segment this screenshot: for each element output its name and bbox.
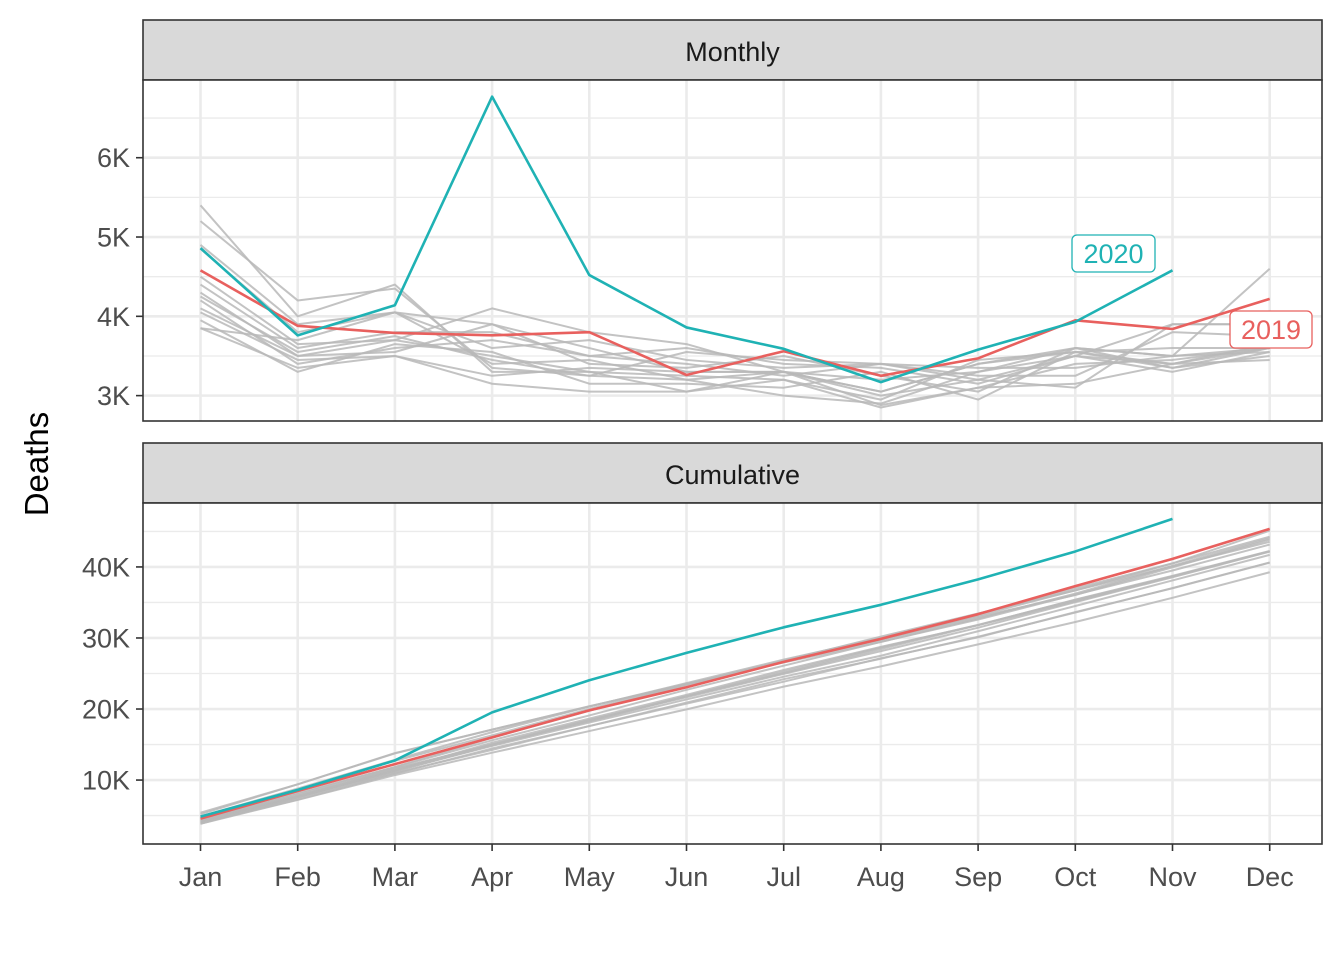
series-line-other-year — [200, 553, 1270, 823]
end-label-2020: 2020 — [1071, 234, 1156, 273]
series-line-other-year — [200, 327, 1270, 409]
x-tick-label: Feb — [274, 862, 321, 892]
y-tick-label: 40K — [82, 552, 130, 582]
strip-title-cumulative: Cumulative — [665, 460, 800, 490]
x-tick-label: Jun — [665, 862, 709, 892]
series-line-2019 — [200, 527, 1271, 820]
series-line-2020 — [200, 517, 1173, 818]
series-monthly — [199, 95, 1271, 409]
panel-border-monthly — [142, 79, 1323, 422]
x-tick-label: Mar — [372, 862, 419, 892]
y-tick-label: 10K — [82, 766, 130, 796]
x-tick-label: Jan — [179, 862, 223, 892]
series-cumulative — [200, 517, 1271, 825]
y-axis-title: Deaths — [18, 412, 55, 517]
x-tick-label: Apr — [471, 862, 513, 892]
series-line-other-year — [200, 561, 1270, 825]
series-line-other-year — [200, 295, 1270, 381]
series-line-other-year — [199, 299, 1270, 377]
x-axis: Jan Feb Mar Apr May Jun Jul Aug Sep Oct Nov Dec — [179, 844, 1294, 892]
y-tick-label: 5K — [97, 223, 130, 253]
series-line-other-year — [200, 311, 1270, 407]
series-line-other-year — [200, 550, 1270, 825]
y-tick-label: 3K — [97, 381, 130, 411]
x-tick-label: Aug — [857, 862, 905, 892]
y-tick-label: 4K — [97, 302, 130, 332]
end-label-2019-box — [1229, 310, 1313, 349]
strip-title-monthly: Monthly — [685, 37, 780, 67]
end-label-2020-text: 2020 — [1083, 239, 1143, 269]
y-tick-label: 30K — [82, 623, 130, 653]
end-label-2019: 2019 — [1229, 310, 1313, 349]
x-tick-label: Dec — [1246, 862, 1294, 892]
x-tick-label: Nov — [1148, 862, 1197, 892]
x-tick-label: Jul — [766, 862, 801, 892]
series-line-other-year — [200, 307, 1270, 401]
y-axis-monthly: 3K 4K 5K 6K — [97, 143, 143, 411]
panel-border-cumulative — [142, 502, 1323, 845]
strip-monthly — [142, 19, 1323, 81]
y-axis-cumulative: 10K 20K 30K 40K — [82, 552, 143, 796]
series-line-2020 — [199, 95, 1174, 384]
series-line-other-year — [200, 543, 1270, 821]
y-tick-label: 6K — [97, 143, 130, 173]
x-tick-label: May — [564, 862, 616, 892]
series-line-2019 — [199, 269, 1271, 378]
panel-monthly: Monthly 3K 4K 5K 6K 2020 2019 — [97, 19, 1323, 422]
strip-cumulative — [142, 442, 1323, 504]
series-line-other-year — [200, 571, 1270, 825]
y-tick-label: 20K — [82, 695, 130, 725]
panel-cumulative: Cumulative 10K 20K 30K 40K — [82, 442, 1323, 845]
series-line-other-year — [200, 311, 1270, 381]
x-tick-label: Sep — [954, 862, 1002, 892]
end-label-2019-text: 2019 — [1241, 315, 1301, 345]
x-tick-label: Oct — [1054, 862, 1097, 892]
end-label-2020-box — [1071, 234, 1156, 273]
